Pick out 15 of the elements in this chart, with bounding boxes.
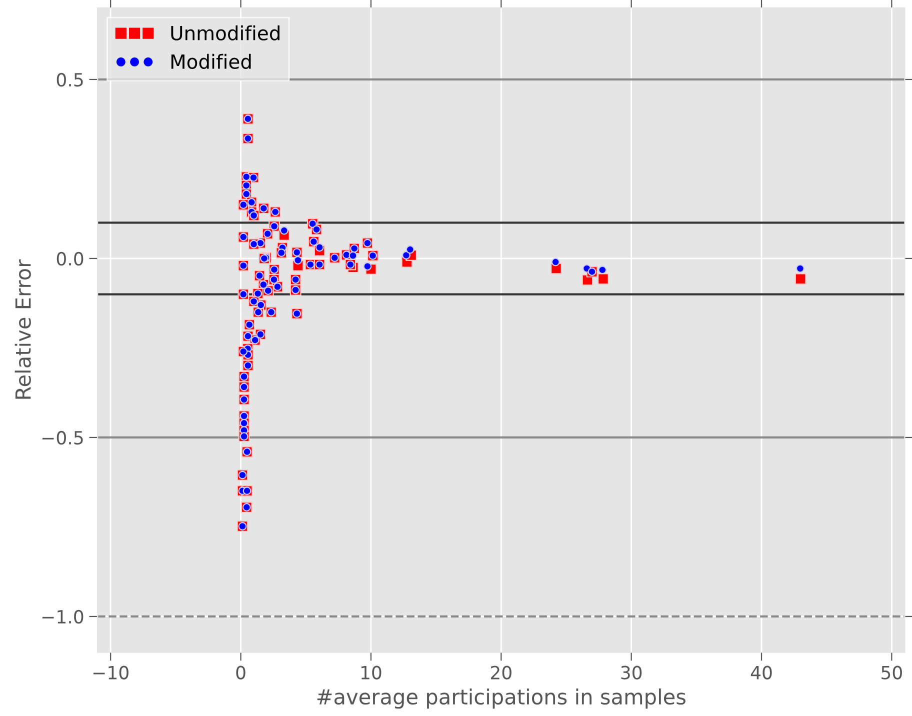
legend-label: Unmodified: [171, 25, 280, 40]
y-tick-label: −0.5: [42, 430, 83, 445]
x-tick-label: 40: [750, 666, 772, 680]
y-tick-label: 0.5: [56, 72, 83, 87]
x-axis-title: #average participations in samples: [317, 688, 686, 709]
x-tick-label: 20: [490, 666, 512, 680]
y-tick-label: −1.0: [42, 610, 84, 624]
x-tick-label: −10: [93, 666, 128, 680]
y-axis-title: Relative Error: [14, 259, 31, 399]
x-tick-label: 50: [882, 666, 902, 680]
y-tick-label: 0.0: [56, 252, 84, 266]
x-tick-label: 30: [621, 666, 642, 680]
x-tick-label: 0: [236, 666, 246, 680]
x-tick-label: 10: [361, 666, 382, 680]
legend-label: Modified: [171, 54, 251, 69]
